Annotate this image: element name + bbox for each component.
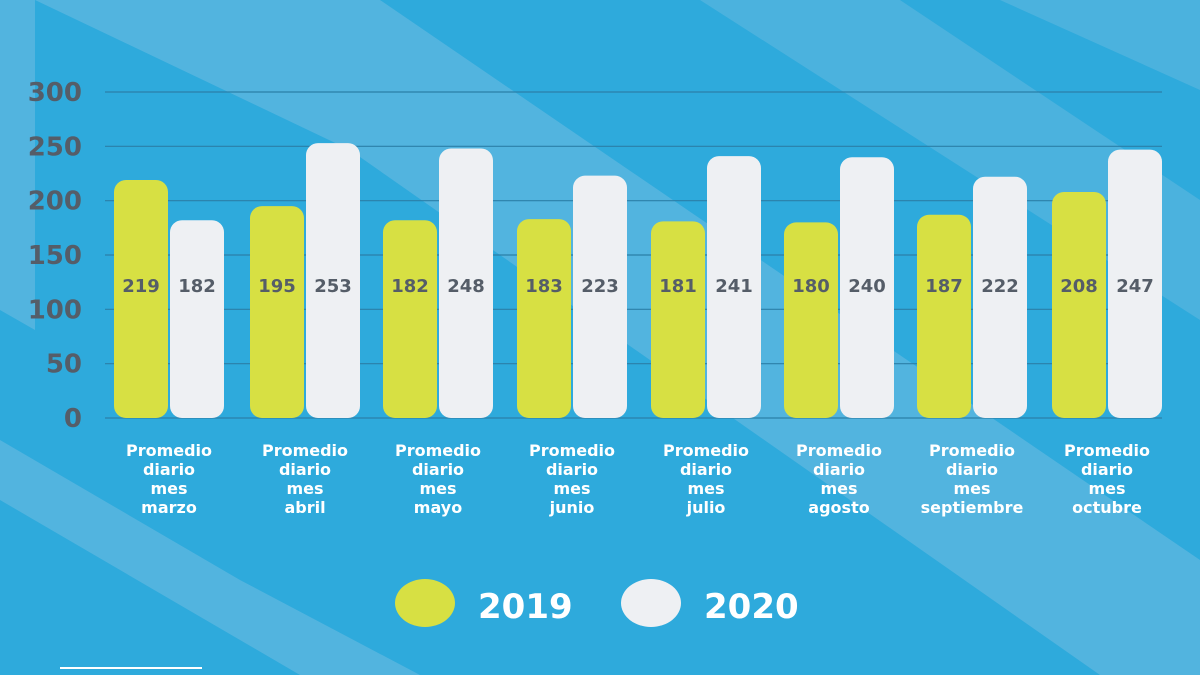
bar-value-label: 219 <box>122 276 160 297</box>
legend-label: 2019 <box>478 587 573 627</box>
y-tick-label: 100 <box>28 295 82 325</box>
bar-2020 <box>1108 149 1162 419</box>
x-tick-label: Promedio <box>126 441 212 460</box>
bar-2019 <box>114 180 168 418</box>
y-tick-label: 150 <box>28 241 82 271</box>
y-tick-label: 200 <box>28 187 82 217</box>
x-tick-label: diario <box>946 460 998 479</box>
x-tick-label: mes <box>953 479 990 498</box>
background-band <box>0 440 420 675</box>
bar-2020 <box>973 176 1027 418</box>
bar-2019 <box>651 221 705 418</box>
x-tick-label: Promedio <box>529 441 615 460</box>
bar-value-label: 248 <box>447 276 485 297</box>
x-tick-label: abril <box>284 498 325 517</box>
bar-value-label: 241 <box>715 276 753 297</box>
x-tick-label: diario <box>680 460 732 479</box>
x-tick-label: Promedio <box>395 441 481 460</box>
bar-value-label: 240 <box>848 276 886 297</box>
bar-value-label: 187 <box>925 276 963 297</box>
bar-2020 <box>707 156 761 418</box>
background-band <box>0 0 35 330</box>
x-tick-label: diario <box>279 460 331 479</box>
x-tick-label: diario <box>1081 460 1133 479</box>
x-tick-label: junio <box>549 498 595 517</box>
x-tick-label: marzo <box>141 498 197 517</box>
x-tick-label: octubre <box>1072 498 1142 517</box>
x-tick-label: agosto <box>808 498 869 517</box>
legend-label: 2020 <box>704 587 799 627</box>
bar-value-label: 182 <box>178 276 216 297</box>
bar-value-label: 222 <box>981 276 1019 297</box>
bar-2019 <box>917 214 971 418</box>
background-band <box>35 0 1200 675</box>
bar-value-label: 181 <box>659 276 697 297</box>
bar-2019 <box>1052 191 1106 418</box>
y-axis: 0 50 100 150 200 250 300 <box>28 78 82 434</box>
bar-2020 <box>573 175 627 418</box>
x-tick-label: diario <box>546 460 598 479</box>
x-tick-label: diario <box>813 460 865 479</box>
y-tick-label: 300 <box>28 78 82 108</box>
legend: 2019 2020 <box>395 579 799 627</box>
bar-2019 <box>250 206 304 418</box>
bar-value-label: 183 <box>525 276 563 297</box>
x-tick-label: mes <box>419 479 456 498</box>
x-tick-label: septiembre <box>921 498 1024 517</box>
x-tick-label: mes <box>286 479 323 498</box>
legend-swatch-2019 <box>395 579 455 627</box>
x-tick-label: Promedio <box>929 441 1015 460</box>
bar-2020 <box>439 148 493 419</box>
background-band <box>1000 0 1200 90</box>
y-tick-label: 0 <box>64 404 82 434</box>
bar-value-label: 195 <box>258 276 296 297</box>
y-tick-label: 250 <box>28 132 82 162</box>
y-tick-label: 50 <box>46 350 82 380</box>
bar-value-label: 180 <box>792 276 830 297</box>
bar-2020 <box>840 157 894 418</box>
x-tick-label: mes <box>687 479 724 498</box>
bar-2019 <box>383 220 437 418</box>
x-tick-label: mes <box>820 479 857 498</box>
bar-2020 <box>170 220 224 418</box>
x-tick-label: mayo <box>414 498 462 517</box>
x-tick-label: mes <box>553 479 590 498</box>
bar-value-label: 223 <box>581 276 619 297</box>
x-tick-label: Promedio <box>262 441 348 460</box>
x-tick-label: Promedio <box>796 441 882 460</box>
bar-value-label: 182 <box>391 276 429 297</box>
x-axis: PromediodiariomesmarzoPromediodiariomesa… <box>126 441 1150 517</box>
bar-2019 <box>784 222 838 418</box>
x-tick-label: mes <box>150 479 187 498</box>
bar-value-label: 208 <box>1060 276 1098 297</box>
x-tick-label: diario <box>143 460 195 479</box>
x-tick-label: julio <box>686 498 726 517</box>
bar-value-label: 247 <box>1116 276 1154 297</box>
legend-swatch-2020 <box>621 579 681 627</box>
bar-2019 <box>517 219 571 418</box>
bars: 219 182 195 253 182 248 183 223 181 241 180 240 187 2… <box>114 143 1162 419</box>
x-tick-label: diario <box>412 460 464 479</box>
bar-value-label: 253 <box>314 276 352 297</box>
x-tick-label: Promedio <box>1064 441 1150 460</box>
x-tick-label: Promedio <box>663 441 749 460</box>
x-tick-label: mes <box>1088 479 1125 498</box>
bar-2020 <box>306 143 360 418</box>
